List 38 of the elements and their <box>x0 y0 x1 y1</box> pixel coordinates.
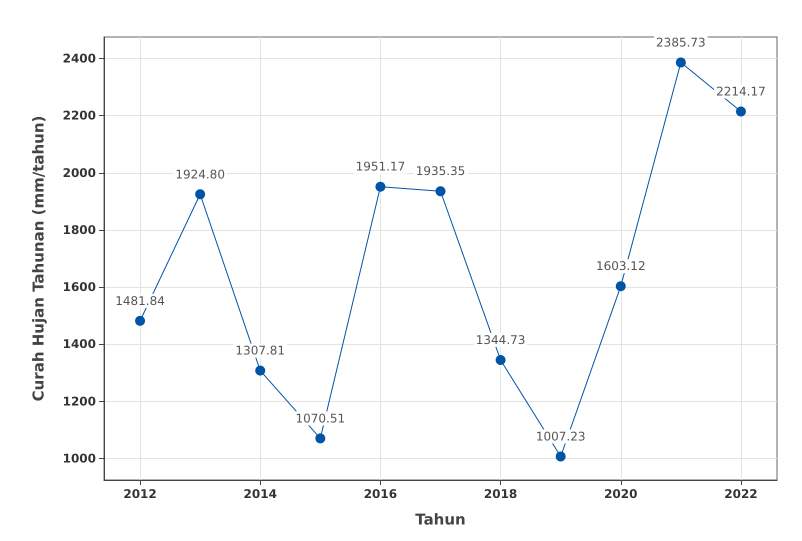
y-tick-label: 2200 <box>62 108 96 123</box>
data-label: 1481.84 <box>115 294 165 308</box>
y-tick-label: 1400 <box>62 337 96 352</box>
point <box>736 106 746 117</box>
data-label: 1935.35 <box>416 164 466 178</box>
point <box>135 316 146 326</box>
data-label: 1070.51 <box>296 411 346 426</box>
y-tick-label: 2400 <box>62 51 96 66</box>
point <box>315 433 326 444</box>
data-label: 1307.81 <box>235 344 286 358</box>
x-tick-label: 2020 <box>604 487 638 501</box>
x-tick-label: 2012 <box>123 487 157 501</box>
data-label: 1603.12 <box>596 259 646 274</box>
x-tick-label: 2018 <box>484 487 518 501</box>
point <box>436 186 446 196</box>
data-label: 2385.73 <box>656 36 706 50</box>
point <box>676 58 686 68</box>
data-label: 1007.23 <box>536 430 586 444</box>
data-label: 1951.17 <box>356 160 406 174</box>
y-tick-label: 1000 <box>62 452 96 466</box>
point <box>616 281 626 292</box>
y-tick-label: 2000 <box>62 166 96 180</box>
x-axis-title: Tahun <box>415 510 466 528</box>
x-tick-label: 2016 <box>364 487 398 501</box>
y-tick-label: 1600 <box>62 280 96 294</box>
point <box>375 182 386 192</box>
point <box>195 189 206 200</box>
data-label: 1344.73 <box>476 333 526 348</box>
point <box>556 452 566 462</box>
point <box>255 366 266 376</box>
data-label: 1924.80 <box>175 167 225 182</box>
y-tick-label: 1800 <box>62 222 96 237</box>
y-tick-label: 1200 <box>62 394 96 408</box>
data-label: 2214.17 <box>716 84 766 99</box>
point <box>496 355 506 366</box>
y-axis-title: Curah Hujan Tahunan (mm/tahun) <box>30 116 48 402</box>
x-tick-label: 2014 <box>244 487 277 501</box>
x-tick-label: 2022 <box>724 487 758 501</box>
